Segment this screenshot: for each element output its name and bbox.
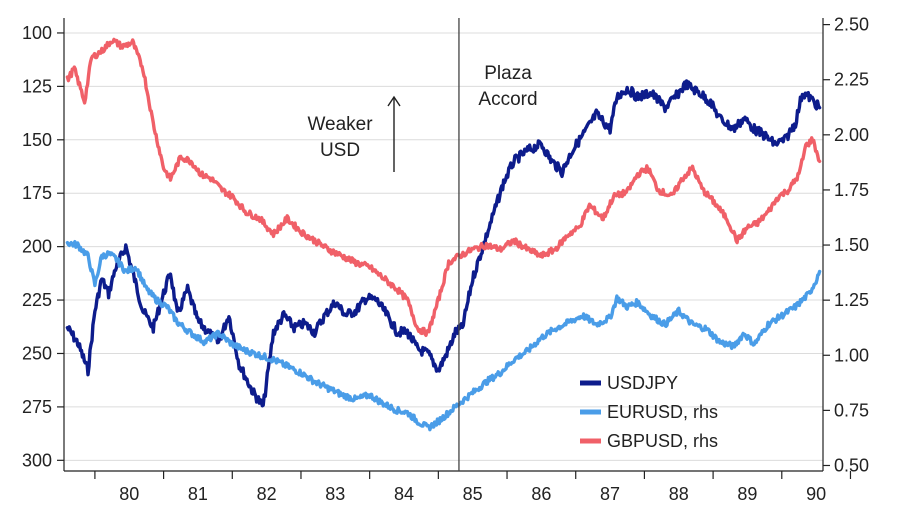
x-tick-label: 85 (463, 484, 483, 504)
y-right-tick-label: 0.50 (834, 455, 869, 475)
gridlines (64, 32, 823, 461)
y-left-tick-label: 150 (22, 130, 52, 150)
arrow-up-icon (387, 95, 401, 172)
y-left-tick-label: 175 (22, 183, 52, 203)
series-line-2 (65, 37, 822, 337)
annotation-weaker-line2: USD (320, 140, 360, 161)
y-right-tick-label: 1.25 (834, 290, 869, 310)
y-right-tick-label: 1.50 (834, 235, 869, 255)
tick-labels: 100 125 150 175 200 225 250 275 300 2.50 2.25 2.00 1… (22, 15, 869, 504)
y-left-tick-label: 100 (22, 23, 52, 43)
x-tick-label: 81 (188, 484, 208, 504)
x-tick-label: 90 (806, 484, 826, 504)
y-left-tick-label: 225 (22, 290, 52, 310)
y-right-tick-label: 1.75 (834, 180, 869, 200)
y-right-tick-label: 2.25 (834, 70, 869, 90)
legend-label: USDJPY (607, 373, 678, 393)
y-left-tick-label: 125 (22, 76, 52, 96)
annotations: Plaza Accord Weaker USD (307, 18, 538, 471)
x-tick-label: 86 (531, 484, 551, 504)
x-tick-label: 83 (325, 484, 345, 504)
x-tick-label: 88 (669, 484, 689, 504)
y-left-tick-label: 200 (22, 237, 52, 257)
x-tick-label: 80 (119, 484, 139, 504)
axes (57, 18, 852, 479)
series-line-1 (65, 239, 822, 432)
series-lines (65, 37, 822, 432)
y-right-tick-label: 2.00 (834, 125, 869, 145)
x-tick-label: 89 (737, 484, 757, 504)
y-left-tick-label: 250 (22, 343, 52, 363)
y-left-tick-label: 275 (22, 397, 52, 417)
x-tick-label: 84 (394, 484, 414, 504)
annotation-weaker-line1: Weaker (307, 114, 373, 135)
annotation-plaza-line1: Plaza (484, 63, 532, 84)
legend: USDJPY EURUSD, rhs GBPUSD, rhs (580, 373, 718, 451)
x-tick-label: 82 (257, 484, 277, 504)
series-line-0 (65, 79, 822, 408)
y-right-tick-label: 1.00 (834, 345, 869, 365)
annotation-plaza-line2: Accord (478, 89, 537, 110)
legend-label: GBPUSD, rhs (607, 431, 718, 451)
y-right-tick-label: 2.50 (834, 15, 869, 35)
x-tick-label: 87 (600, 484, 620, 504)
y-right-tick-label: 0.75 (834, 400, 869, 420)
legend-label: EURUSD, rhs (607, 402, 718, 422)
y-left-tick-label: 300 (22, 450, 52, 470)
